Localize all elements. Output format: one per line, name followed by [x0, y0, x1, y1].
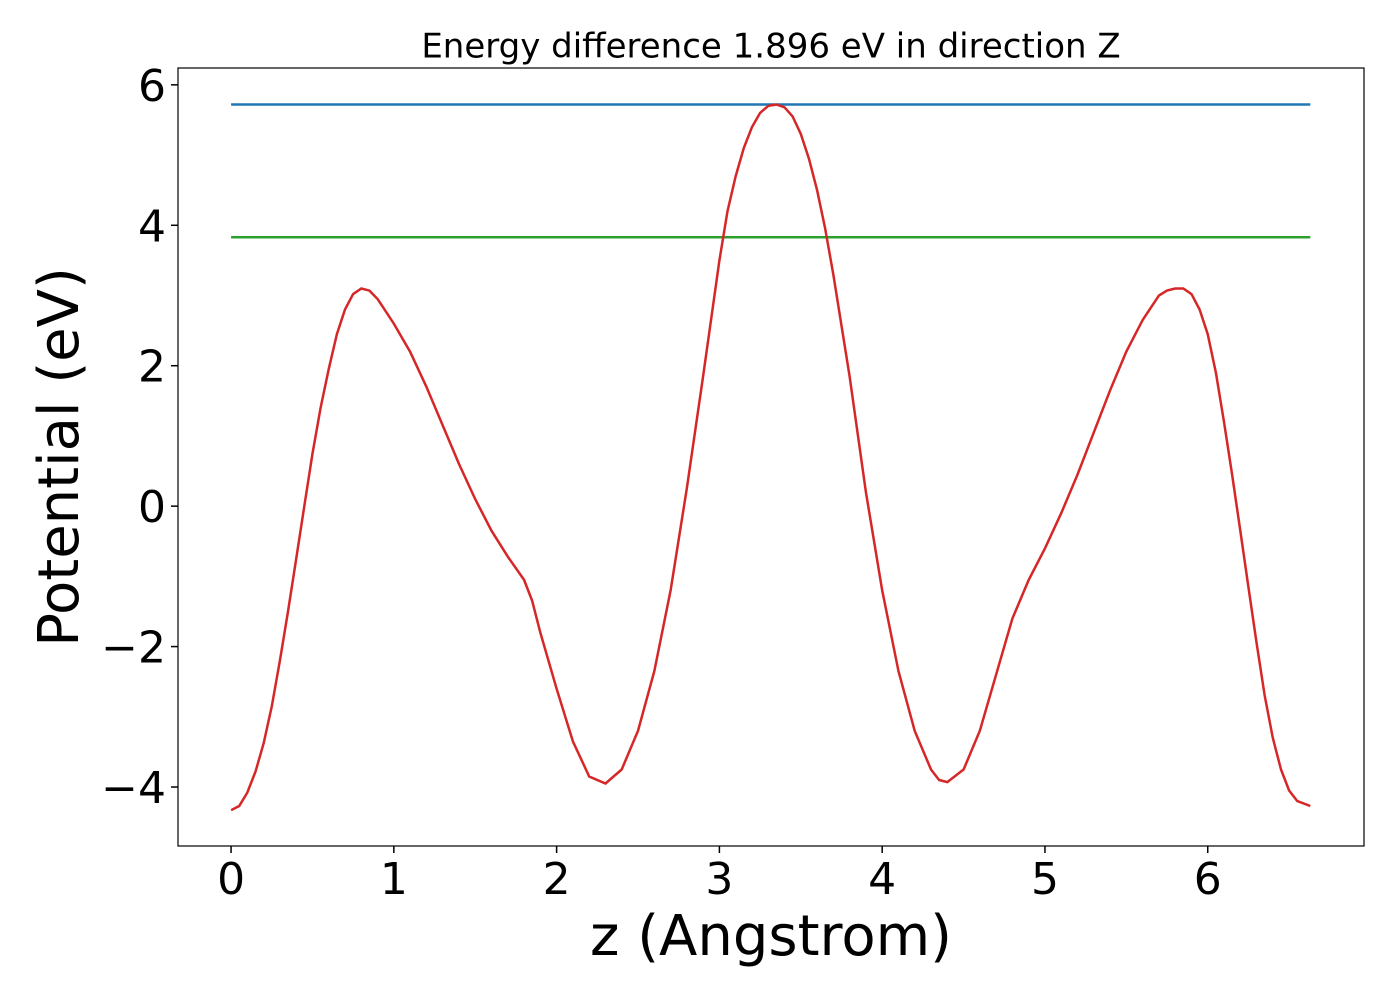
y-tick-label: 2	[138, 342, 166, 393]
x-tick-label: 5	[1031, 854, 1059, 905]
y-tick-label: 4	[138, 201, 166, 252]
chart-title: Energy difference 1.896 eV in direction …	[421, 27, 1120, 67]
x-tick-label: 6	[1194, 854, 1222, 905]
plot-frame	[177, 67, 1365, 847]
x-tick-label: 4	[868, 854, 896, 905]
y-tick-label: 0	[138, 482, 166, 533]
y-tick-label: −4	[101, 763, 166, 814]
y-tick-label: 6	[138, 61, 166, 112]
x-tick-label: 1	[380, 854, 408, 905]
y-axis-label: Potential (eV)	[27, 267, 92, 647]
x-tick-label: 0	[217, 854, 245, 905]
x-tick-label: 3	[705, 854, 733, 905]
data-line	[230, 103, 1311, 812]
x-tick-label: 2	[543, 854, 571, 905]
x-axis-label: z (Angstrom)	[590, 904, 952, 969]
y-tick-label: −2	[101, 623, 166, 674]
